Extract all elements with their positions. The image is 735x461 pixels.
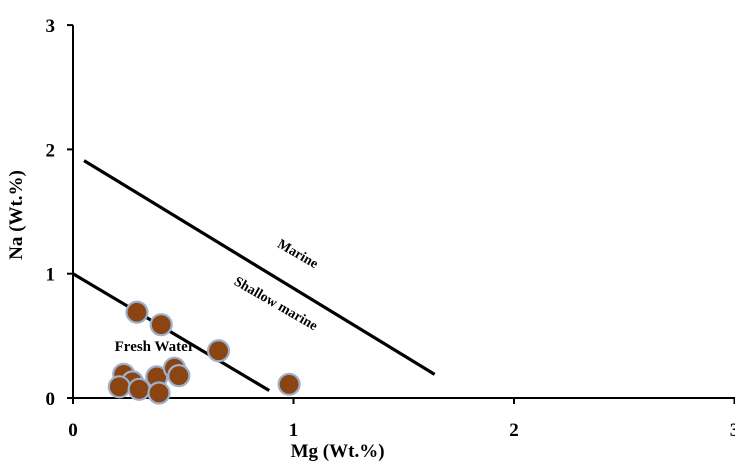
data-point — [167, 364, 191, 388]
boundary-line-marine — [83, 159, 436, 376]
data-point — [277, 372, 301, 396]
boundary-line-shallow-marine — [72, 272, 271, 392]
data-point — [147, 381, 171, 405]
region-label: Fresh Water — [115, 339, 195, 355]
y-tick-label: 0 — [46, 389, 56, 410]
y-tick-label: 1 — [46, 265, 56, 286]
x-tick-label: 2 — [509, 420, 519, 441]
y-tick-label: 3 — [46, 16, 56, 37]
y-axis-title: Na (Wt.%) — [6, 170, 27, 260]
x-tick-label: 0 — [68, 420, 78, 441]
x-axis-title: Mg (Wt.%) — [291, 441, 385, 461]
y-tick-label: 2 — [46, 140, 56, 161]
axes — [72, 25, 735, 399]
region-label: Shallow marine — [231, 274, 320, 334]
x-tick-label: 3 — [730, 420, 735, 441]
data-point — [149, 313, 173, 337]
data-point — [125, 300, 149, 324]
data-point — [206, 339, 231, 363]
data-points — [107, 300, 301, 405]
region-label: Marine — [275, 237, 321, 272]
boundary-lines — [72, 159, 436, 392]
x-tick-label: 1 — [289, 420, 299, 441]
x-ticks: 0 1 2 3 — [68, 398, 735, 441]
y-ticks: 0 1 2 3 — [46, 16, 73, 410]
data-point — [107, 375, 131, 399]
